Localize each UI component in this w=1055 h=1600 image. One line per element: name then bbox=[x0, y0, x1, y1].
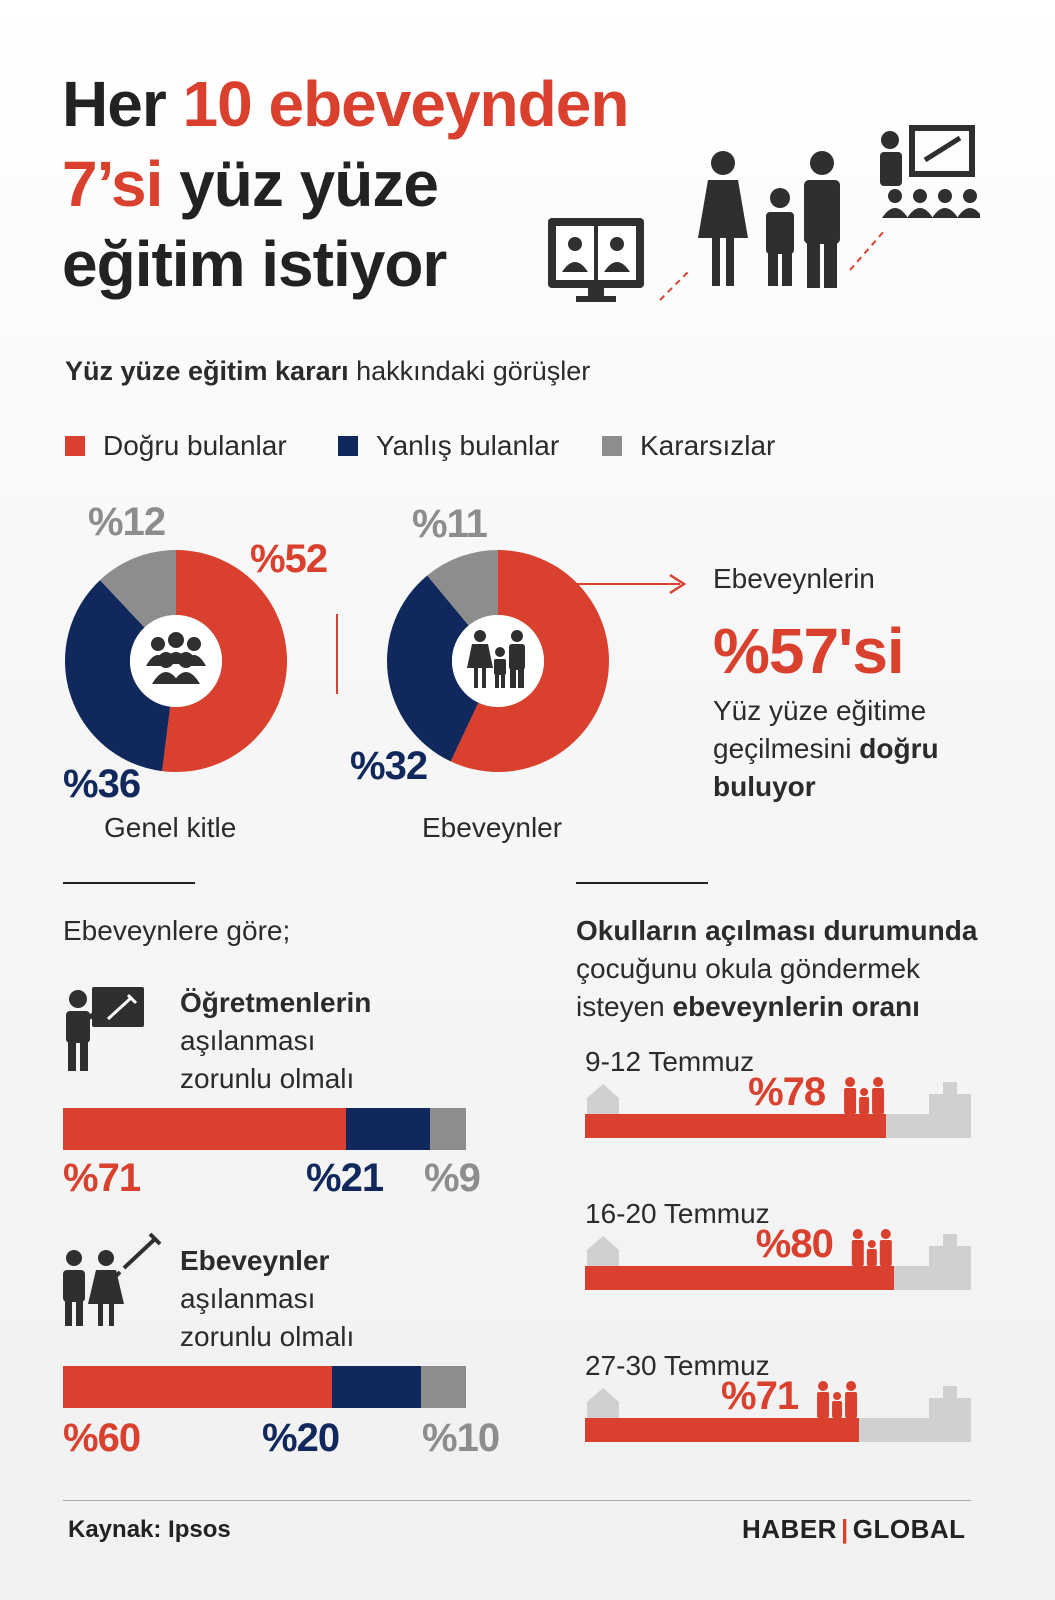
donut-slice-correct bbox=[450, 550, 609, 772]
legend-swatch bbox=[602, 436, 622, 456]
timeline-icons bbox=[587, 1381, 971, 1418]
family-icon bbox=[467, 630, 525, 688]
timeline-row: %78 bbox=[585, 1070, 971, 1140]
progress-bar-fill bbox=[585, 1114, 887, 1138]
bar-segment-wrong bbox=[346, 1108, 431, 1150]
progress-bar-fill bbox=[585, 1266, 894, 1290]
timeline-row: %71 bbox=[585, 1374, 971, 1444]
parents-label: Ebeveynler bbox=[422, 812, 563, 843]
parents-vaccine-icon bbox=[63, 1232, 162, 1326]
bar-segment-wrong bbox=[331, 1366, 422, 1408]
classroom-icon bbox=[880, 125, 980, 218]
title-line-3: eğitim istiyor bbox=[62, 228, 447, 300]
legend-swatch bbox=[338, 436, 358, 456]
section-rule-left bbox=[63, 882, 195, 884]
section-rule-right bbox=[576, 882, 708, 884]
timeline-icons bbox=[587, 1229, 971, 1266]
footer-rule bbox=[63, 1500, 971, 1501]
progress-bar bbox=[585, 1266, 971, 1290]
item1-wrong-pct: %21 bbox=[306, 1156, 384, 1200]
teacher-vaccine-icon bbox=[66, 987, 144, 1071]
callout-line-1: Ebeveynlerin bbox=[713, 563, 875, 594]
family-icon bbox=[844, 1077, 885, 1114]
donut-slice-wrong bbox=[64, 580, 171, 772]
header-illustration bbox=[548, 125, 980, 302]
source-text: Kaynak: Ipsos bbox=[68, 1516, 231, 1543]
callout-big-pct: %57'si bbox=[713, 615, 905, 687]
date-label: 9-12 Temmuz bbox=[585, 1046, 755, 1077]
brand-logo: HABER | GLOBAL bbox=[742, 1514, 966, 1544]
item2-text: Ebeveynler aşılanması zorunlu olmalı bbox=[180, 1245, 355, 1352]
progress-bar bbox=[585, 1418, 971, 1442]
bar-segment-undecided bbox=[421, 1366, 466, 1408]
house-icon bbox=[587, 1084, 619, 1114]
bar-segment-undecided bbox=[430, 1108, 466, 1150]
legend-item-correct: Doğru bulanlar bbox=[65, 430, 287, 462]
stacked-bar-teachers bbox=[63, 1108, 466, 1150]
group-icon bbox=[146, 632, 206, 684]
item1-correct-pct: %71 bbox=[63, 1156, 141, 1200]
general-wrong-pct: %36 bbox=[63, 762, 141, 806]
date-label: 27-30 Temmuz bbox=[585, 1350, 770, 1381]
school-icon bbox=[929, 1386, 971, 1418]
bar-segment-correct bbox=[63, 1366, 332, 1408]
general-undecided-pct: %12 bbox=[88, 500, 166, 544]
house-icon bbox=[587, 1388, 619, 1418]
video-call-icon bbox=[548, 218, 644, 302]
title-line-2: 7’si yüz yüze bbox=[62, 148, 439, 220]
timeline-pct: %80 bbox=[755, 1222, 834, 1266]
school-icon bbox=[929, 1082, 971, 1114]
date-label: 16-20 Temmuz bbox=[585, 1198, 770, 1229]
arrow-icon bbox=[576, 573, 687, 595]
family-icon bbox=[817, 1381, 858, 1418]
family-illustration-icon bbox=[698, 151, 840, 288]
parents-undecided-pct: %11 bbox=[412, 502, 488, 546]
donut-slice-undecided bbox=[427, 550, 498, 626]
item2-wrong-pct: %20 bbox=[262, 1416, 340, 1460]
legend-item-undecided: Kararsızlar bbox=[602, 430, 775, 462]
legend-swatch bbox=[65, 436, 85, 456]
school-icon bbox=[929, 1234, 971, 1266]
stacked-bar-parents bbox=[63, 1366, 466, 1408]
left-section-heading: Ebeveynlere göre; bbox=[63, 915, 291, 946]
callout-line-2: Yüz yüze eğitime bbox=[713, 695, 927, 726]
title-line-1: Her 10 ebeveynden bbox=[62, 68, 629, 140]
bar-segment-correct bbox=[63, 1108, 347, 1150]
timeline-pct: %71 bbox=[721, 1374, 799, 1418]
progress-bar bbox=[585, 1114, 971, 1138]
parents-wrong-pct: %32 bbox=[350, 744, 428, 788]
family-icon bbox=[851, 1229, 892, 1266]
callout-line-4: buluyor bbox=[713, 771, 816, 802]
donut-slice-undecided bbox=[100, 550, 176, 628]
donut-slice-correct bbox=[162, 550, 287, 772]
timeline-pct: %78 bbox=[748, 1070, 826, 1114]
progress-bar-fill bbox=[585, 1418, 860, 1442]
legend-item-wrong: Yanlış bulanlar bbox=[338, 430, 559, 462]
item1-text: Öğretmenlerin aşılanması zorunlu olmalı bbox=[180, 987, 372, 1094]
right-section-heading: Okulların açılması durumunda çocuğunu ok… bbox=[576, 915, 978, 1022]
general-correct-pct: %52 bbox=[250, 537, 328, 581]
item2-correct-pct: %60 bbox=[63, 1416, 141, 1460]
callout-line-3: geçilmesini doğru bbox=[713, 733, 939, 764]
item1-undecided-pct: %9 bbox=[424, 1156, 481, 1200]
timeline-row: %80 bbox=[585, 1222, 971, 1292]
general-label: Genel kitle bbox=[104, 812, 237, 843]
donut-slice-wrong bbox=[387, 575, 479, 762]
item2-undecided-pct: %10 bbox=[422, 1416, 500, 1460]
timeline-icons bbox=[587, 1077, 971, 1114]
subtitle: Yüz yüze eğitim kararı hakkındaki görüşl… bbox=[65, 356, 591, 386]
divider-line bbox=[336, 614, 338, 694]
house-icon bbox=[587, 1236, 619, 1266]
